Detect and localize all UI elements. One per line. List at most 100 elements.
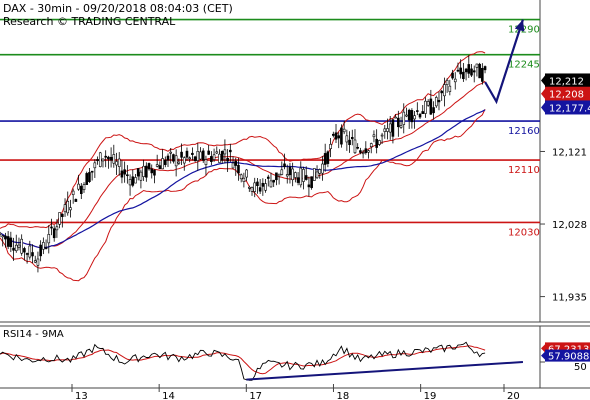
candle-body — [79, 185, 83, 194]
candle-body — [180, 151, 183, 158]
candle-body — [166, 155, 170, 161]
candle-body — [12, 247, 15, 251]
candle-body — [239, 174, 243, 180]
candle-body — [337, 135, 341, 139]
rsi-line — [0, 341, 486, 381]
rsi-trendline — [246, 361, 524, 381]
candle-body — [291, 168, 294, 181]
candle-body — [50, 226, 53, 229]
price-axis: 11,935 12,028 12,121 — [540, 147, 587, 304]
candle-body — [483, 66, 487, 71]
candle-body — [261, 182, 265, 187]
candle-body — [234, 160, 238, 166]
price-tag-box — [545, 86, 590, 101]
candle-body — [432, 107, 435, 114]
candle-body — [93, 162, 97, 169]
candle-body — [237, 164, 240, 174]
candle-body — [386, 128, 389, 132]
candle-body — [402, 111, 406, 125]
candle-body — [388, 123, 392, 133]
candle-body — [272, 179, 275, 183]
candle-body — [36, 258, 40, 266]
candle-body — [182, 157, 186, 164]
candle-body — [226, 157, 229, 162]
candle-body — [229, 149, 232, 153]
candle-body — [424, 100, 427, 114]
time-tick-label: 14 — [162, 391, 175, 400]
rsi-ma-line — [0, 345, 486, 375]
candle-body — [456, 69, 460, 72]
candle-body — [429, 98, 433, 115]
price-tag-label: 12,208 — [549, 90, 584, 101]
candle-body — [359, 150, 362, 153]
bollinger-bands — [0, 51, 486, 282]
candle-body — [199, 151, 202, 160]
candle-body — [0, 232, 2, 235]
candle-body — [302, 169, 305, 182]
candle-body — [120, 170, 124, 178]
rsi-tag-box — [545, 349, 590, 362]
candle-body — [375, 138, 378, 148]
candle-body — [294, 172, 297, 178]
price-tag-pointer — [541, 75, 545, 86]
projection-arrowhead — [514, 19, 525, 32]
rsi-tag-pointer — [541, 351, 545, 360]
candle-body — [212, 154, 216, 160]
level-label-12160: 12160 — [508, 126, 540, 137]
candle-body — [52, 228, 56, 239]
candle-body — [169, 151, 173, 154]
candle-body — [185, 150, 189, 158]
candle-body — [334, 132, 338, 140]
candle-body — [42, 242, 45, 250]
candle-body — [58, 212, 61, 225]
candle-body — [201, 150, 205, 161]
candle-body — [364, 148, 368, 154]
candle-body — [391, 119, 395, 137]
candle-body — [82, 184, 86, 190]
bollinger-upper-band — [0, 51, 486, 229]
candle-body — [204, 159, 208, 165]
price-tag-label: 12,212 — [549, 76, 584, 87]
candle-body — [277, 173, 281, 177]
candle-body — [23, 248, 26, 253]
candle-body — [31, 252, 34, 257]
candle-body — [296, 177, 300, 183]
candle-body — [399, 125, 403, 128]
candle-body — [353, 139, 357, 154]
candle-body — [470, 68, 473, 76]
candle-body — [177, 161, 181, 164]
rsi-tick-label: 50 — [574, 362, 587, 373]
candle-body — [440, 90, 443, 94]
candle-body — [350, 136, 354, 140]
chart-source: Research © TRADING CENTRAL — [3, 15, 176, 28]
bollinger-lower-band — [0, 108, 486, 282]
candle-body — [397, 117, 400, 128]
candle-body — [231, 162, 235, 169]
candle-body — [475, 63, 479, 68]
price-tag-box — [545, 73, 590, 88]
candle-body — [117, 158, 121, 167]
candle-body — [77, 183, 80, 190]
projection-path — [484, 19, 524, 105]
candle-body — [39, 244, 42, 257]
candle-body — [101, 158, 105, 162]
candle-body — [304, 175, 308, 180]
candle-body — [25, 253, 29, 255]
candle-body — [147, 163, 151, 170]
candle-body — [348, 139, 351, 145]
price-tag-pointer — [541, 88, 545, 99]
candle-body — [85, 173, 89, 185]
candle-body — [61, 213, 64, 217]
candle-body — [161, 158, 164, 170]
price-tag-pointer — [541, 102, 545, 113]
candle-body — [410, 110, 414, 123]
candle-body — [459, 67, 462, 75]
moving-average-line — [0, 109, 486, 249]
candle-body — [96, 159, 99, 162]
candle-body — [310, 176, 313, 189]
candle-body — [131, 176, 135, 186]
rsi-label: RSI14 - 9MA — [3, 329, 64, 340]
candle-body — [426, 101, 430, 106]
candle-body — [418, 113, 422, 118]
candle-body — [416, 110, 419, 112]
